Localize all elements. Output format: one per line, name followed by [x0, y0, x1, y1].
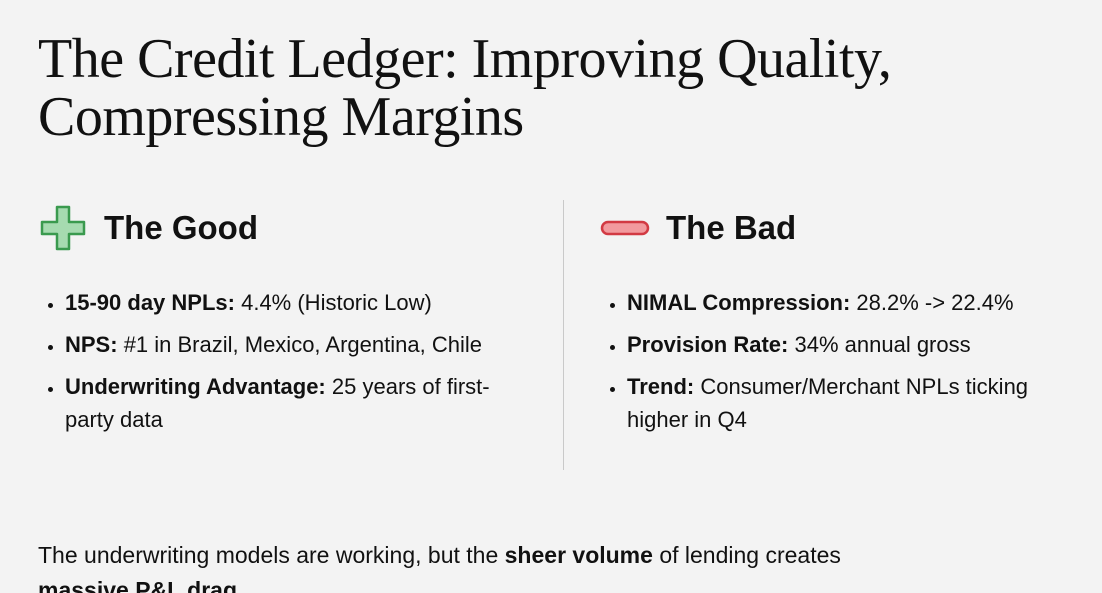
column-good: The Good 15-90 day NPLs: 4.4% (Historic …	[38, 200, 508, 445]
column-bad: The Bad NIMAL Compression: 28.2% -> 22.4…	[600, 200, 1070, 445]
footer-text: .	[237, 577, 244, 593]
plus-icon	[40, 205, 86, 251]
bullet-text: 25 years of first-party data	[65, 374, 490, 432]
bullet: Trend: Consumer/Merchant NPLs ticking hi…	[627, 370, 1047, 436]
bullet: NIMAL Compression: 28.2% -> 22.4%	[627, 286, 1070, 319]
bullet-text: 4.4% (Historic Low)	[241, 290, 432, 315]
bullet-label: Underwriting Advantage:	[65, 374, 326, 399]
bullet-list: 15-90 day NPLs: 4.4% (Historic Low) NPS:…	[38, 286, 508, 436]
bullet-label: 15-90 day NPLs:	[65, 290, 235, 315]
bullet-text: 28.2% -> 22.4%	[856, 290, 1014, 315]
bullet-label: NIMAL Compression:	[627, 290, 851, 315]
title-line: Compressing Margins	[38, 86, 524, 148]
bullet: Provision Rate: 34% annual gross	[627, 328, 1070, 361]
bullet-text: Consumer/Merchant NPLs ticking higher in…	[627, 374, 1029, 432]
bullet-label: Trend:	[627, 374, 695, 399]
bullet-text: 34% annual gross	[794, 332, 971, 357]
footer: The underwriting models are working, but…	[38, 538, 1038, 593]
footer-text: The underwriting models are working, but…	[38, 542, 499, 568]
title: The Credit Ledger: Improving Quality, Co…	[38, 28, 892, 148]
column-heading: The Bad	[666, 209, 797, 246]
footer-emphasis: sheer volume	[504, 542, 653, 568]
bullet-label: Provision Rate:	[627, 332, 789, 357]
minus-icon	[600, 220, 650, 236]
column-heading: The Good	[104, 209, 258, 246]
bullet: NPS: #1 in Brazil, Mexico, Argentina, Ch…	[65, 328, 508, 361]
bullet-text: #1 in Brazil, Mexico, Argentina, Chile	[123, 332, 482, 357]
bullet-list: NIMAL Compression: 28.2% -> 22.4% Provis…	[600, 286, 1070, 436]
bullet: Underwriting Advantage: 25 years of firs…	[65, 370, 508, 436]
footer-emphasis: massive P&L drag	[38, 577, 238, 593]
title-line: The Credit Ledger: Improving Quality,	[38, 28, 892, 90]
column-header: The Bad	[600, 200, 1070, 256]
column-header: The Good	[38, 200, 508, 256]
bullet: 15-90 day NPLs: 4.4% (Historic Low)	[65, 286, 508, 319]
footer-text: of lending creates	[659, 542, 841, 568]
divider	[563, 200, 564, 470]
bullet-label: NPS:	[65, 332, 118, 357]
